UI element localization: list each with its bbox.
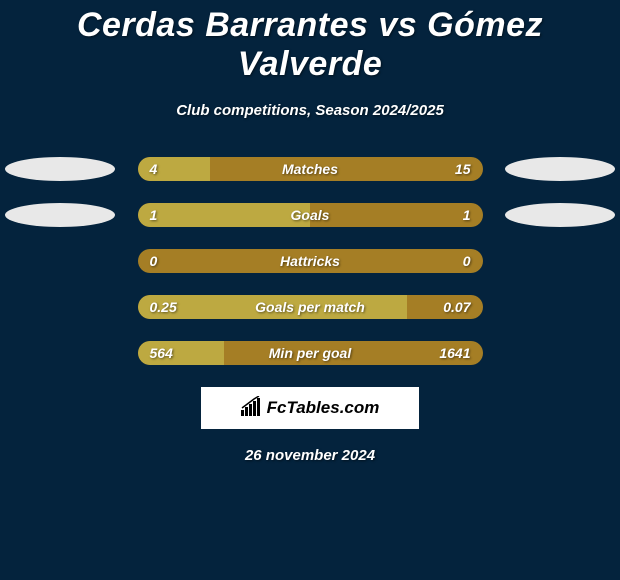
- source-logo: FcTables.com: [201, 387, 419, 429]
- stat-label: Hattricks: [280, 253, 340, 269]
- stat-bar: 0 Hattricks 0: [138, 249, 483, 273]
- stat-value-right: 15: [455, 161, 471, 177]
- source-logo-text: FcTables.com: [267, 398, 380, 418]
- stat-value-right: 0.07: [443, 299, 470, 315]
- stat-value-left: 4: [150, 161, 158, 177]
- date-text: 26 november 2024: [0, 447, 620, 464]
- stat-row: 1 Goals 1: [0, 203, 620, 227]
- stat-value-left: 0.25: [150, 299, 177, 315]
- stat-bar: 4 Matches 15: [138, 157, 483, 181]
- stat-bar: 0.25 Goals per match 0.07: [138, 295, 483, 319]
- player-form-left: [5, 157, 115, 181]
- stat-value-right: 1: [463, 207, 471, 223]
- stat-label: Goals: [291, 207, 330, 223]
- player-form-left: [5, 203, 115, 227]
- stat-bar: 564 Min per goal 1641: [138, 341, 483, 365]
- stat-label: Goals per match: [255, 299, 365, 315]
- stat-value-right: 1641: [439, 345, 470, 361]
- stat-value-left: 1: [150, 207, 158, 223]
- stat-bar-fill: [138, 157, 210, 181]
- stat-bar-fill: [138, 203, 311, 227]
- stat-row: 0.25 Goals per match 0.07: [0, 295, 620, 319]
- stat-label: Matches: [282, 161, 338, 177]
- player-form-right: [505, 157, 615, 181]
- stat-value-right: 0: [463, 253, 471, 269]
- stat-bar: 1 Goals 1: [138, 203, 483, 227]
- stat-row: 0 Hattricks 0: [0, 249, 620, 273]
- stat-label: Min per goal: [269, 345, 351, 361]
- stat-row: 564 Min per goal 1641: [0, 341, 620, 365]
- stats-rows: 4 Matches 15 1 Goals 1 0 Hattricks 0 0.25 Goals pe…: [0, 157, 620, 365]
- player-form-right: [505, 203, 615, 227]
- stat-value-left: 0: [150, 253, 158, 269]
- page-title: Cerdas Barrantes vs Gómez Valverde: [0, 0, 620, 84]
- stat-value-left: 564: [150, 345, 173, 361]
- stat-row: 4 Matches 15: [0, 157, 620, 181]
- chart-icon: [241, 396, 263, 421]
- subtitle: Club competitions, Season 2024/2025: [0, 102, 620, 119]
